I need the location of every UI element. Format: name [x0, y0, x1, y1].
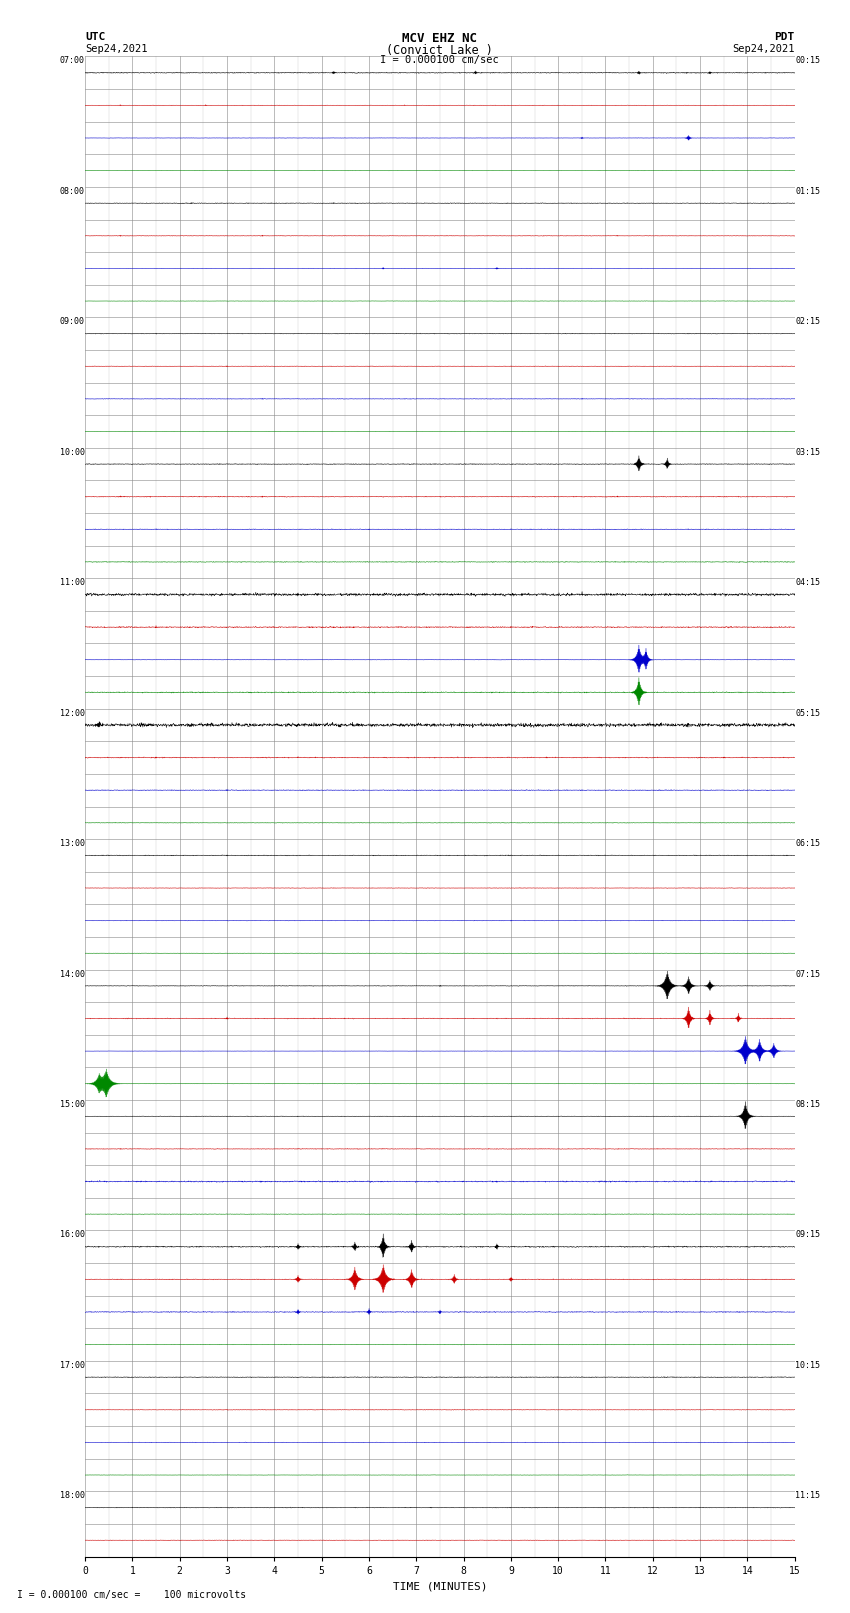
Text: 12:00: 12:00	[60, 708, 84, 718]
Text: 05:15: 05:15	[796, 708, 820, 718]
Text: 14:00: 14:00	[60, 969, 84, 979]
Text: 03:15: 03:15	[796, 448, 820, 456]
Text: UTC: UTC	[85, 32, 105, 42]
Text: PDT: PDT	[774, 32, 795, 42]
X-axis label: TIME (MINUTES): TIME (MINUTES)	[393, 1581, 487, 1590]
Text: 01:15: 01:15	[796, 187, 820, 195]
Text: Sep24,2021: Sep24,2021	[85, 44, 148, 53]
Text: I = 0.000100 cm/sec: I = 0.000100 cm/sec	[381, 55, 499, 65]
Text: Sep24,2021: Sep24,2021	[732, 44, 795, 53]
Text: 10:00: 10:00	[60, 448, 84, 456]
Text: I = 0.000100 cm/sec =    100 microvolts: I = 0.000100 cm/sec = 100 microvolts	[17, 1590, 246, 1600]
Text: 13:00: 13:00	[60, 839, 84, 848]
Text: 11:15: 11:15	[796, 1492, 820, 1500]
Text: MCV EHZ NC: MCV EHZ NC	[402, 32, 478, 45]
Text: 04:15: 04:15	[796, 577, 820, 587]
Text: 09:00: 09:00	[60, 318, 84, 326]
Text: 09:15: 09:15	[796, 1231, 820, 1239]
Text: 00:15: 00:15	[796, 56, 820, 66]
Text: 16:00: 16:00	[60, 1231, 84, 1239]
Text: 11:00: 11:00	[60, 577, 84, 587]
Text: 02:15: 02:15	[796, 318, 820, 326]
Text: 06:15: 06:15	[796, 839, 820, 848]
Text: 17:00: 17:00	[60, 1361, 84, 1369]
Text: 08:15: 08:15	[796, 1100, 820, 1110]
Text: 15:00: 15:00	[60, 1100, 84, 1110]
Text: (Convict Lake ): (Convict Lake )	[387, 44, 493, 56]
Text: 10:15: 10:15	[796, 1361, 820, 1369]
Text: 08:00: 08:00	[60, 187, 84, 195]
Text: 18:00: 18:00	[60, 1492, 84, 1500]
Text: 07:00: 07:00	[60, 56, 84, 66]
Text: 07:15: 07:15	[796, 969, 820, 979]
